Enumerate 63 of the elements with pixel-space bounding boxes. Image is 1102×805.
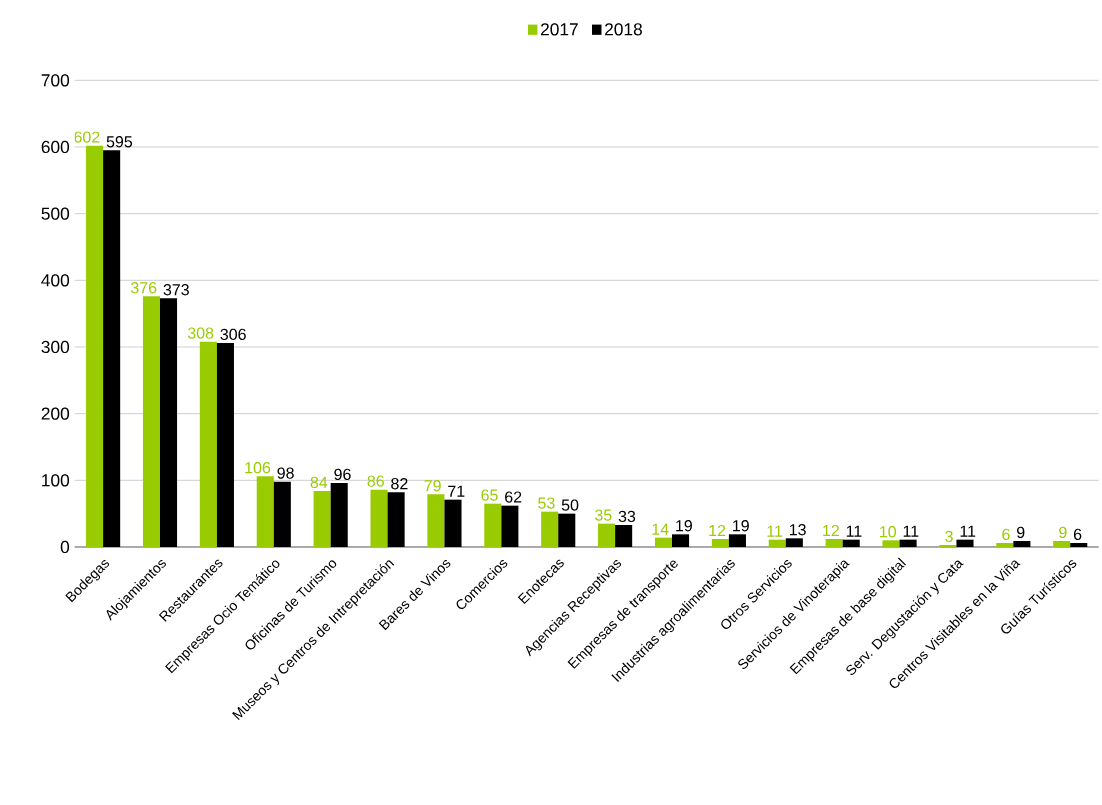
y-tick-label: 500 — [41, 207, 70, 220]
y-tick-label: 600 — [41, 140, 70, 154]
data-label: 6 — [1073, 528, 1082, 541]
bar — [313, 490, 331, 547]
bar — [768, 539, 786, 547]
data-label: 82 — [391, 478, 408, 490]
data-label: 308 — [187, 327, 214, 339]
data-label: 11 — [846, 525, 862, 537]
data-label: 11 — [960, 525, 976, 537]
data-label: 98 — [277, 467, 294, 479]
data-label: 376 — [130, 282, 157, 294]
data-label: 306 — [220, 328, 246, 341]
data-label: 19 — [733, 520, 749, 532]
data-label: 595 — [106, 136, 133, 148]
data-label: 13 — [789, 524, 806, 536]
data-label: 33 — [618, 510, 636, 523]
data-label: 71 — [448, 485, 465, 497]
data-label: 602 — [74, 131, 100, 143]
data-label: 9 — [1059, 526, 1067, 539]
bar — [199, 341, 217, 547]
bar — [825, 538, 843, 547]
data-label: 10 — [880, 526, 897, 538]
data-label: 96 — [334, 468, 351, 481]
data-label: 373 — [163, 284, 189, 296]
bar — [86, 145, 104, 547]
legend-label: 2018 — [605, 23, 642, 36]
data-label: 79 — [424, 480, 441, 492]
data-label: 11 — [903, 525, 919, 537]
bar — [996, 542, 1014, 547]
data-label: 12 — [709, 524, 726, 537]
data-label: 106 — [245, 462, 271, 474]
data-label: 12 — [823, 524, 839, 537]
bar — [1053, 540, 1071, 547]
y-tick-label: 300 — [41, 340, 70, 354]
data-label: 53 — [538, 497, 555, 509]
bar — [427, 494, 445, 547]
data-label: 14 — [652, 523, 669, 535]
bar — [484, 503, 502, 547]
data-label: 11 — [767, 525, 783, 537]
y-tick-label: 0 — [60, 540, 70, 554]
bar — [654, 537, 673, 547]
bar — [370, 489, 388, 547]
bar — [711, 538, 729, 547]
data-label: 35 — [594, 509, 612, 521]
data-label: 65 — [481, 489, 498, 501]
data-label: 6 — [1002, 528, 1010, 541]
legend-label: 2017 — [540, 23, 578, 36]
bar — [541, 511, 559, 547]
y-tick-label: 200 — [41, 407, 70, 420]
data-label: 86 — [367, 475, 384, 487]
bar — [598, 523, 616, 547]
data-label: 84 — [310, 476, 328, 489]
data-label: 19 — [676, 520, 692, 532]
y-tick-label: 400 — [41, 274, 70, 287]
y-tick-label: 100 — [42, 474, 70, 487]
data-label: 9 — [1017, 526, 1025, 539]
bar — [142, 296, 161, 547]
bar — [882, 540, 900, 547]
data-label: 50 — [561, 499, 579, 511]
data-label: 62 — [505, 491, 522, 503]
data-label: 3 — [945, 530, 953, 543]
y-tick-label: 700 — [41, 74, 70, 87]
bar — [256, 476, 274, 547]
